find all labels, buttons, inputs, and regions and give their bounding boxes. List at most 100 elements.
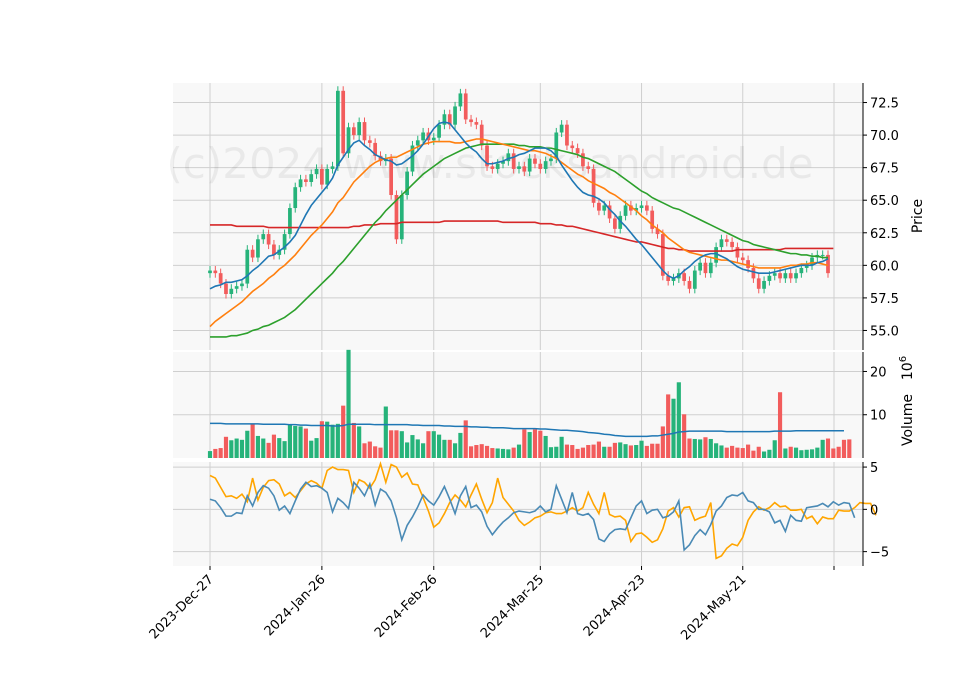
volume-bar — [591, 444, 596, 458]
y-tick-label: 60.0 — [870, 259, 899, 274]
volume-bar — [628, 445, 633, 458]
volume-bar — [703, 437, 708, 458]
candle-body — [644, 205, 649, 211]
candle-body — [469, 119, 473, 123]
volume-bar — [799, 450, 804, 458]
volume-bar — [229, 440, 234, 458]
volume-bar — [847, 439, 852, 458]
candle-body — [714, 247, 718, 263]
candle-body — [698, 262, 703, 271]
candle-body — [634, 208, 639, 211]
candle-body — [421, 132, 425, 141]
candle-body — [447, 114, 452, 125]
candle-body — [522, 166, 527, 172]
volume-bar — [586, 445, 591, 458]
grid-lines — [173, 83, 863, 566]
candle-body — [756, 278, 761, 289]
candle-body — [288, 208, 292, 235]
volume-bar — [831, 448, 836, 458]
candle-body — [629, 205, 633, 211]
y-tick-label: 0 — [870, 503, 878, 518]
volume-bar — [564, 444, 570, 458]
volume-exponent-base: 10 — [900, 362, 916, 380]
volume-bar — [809, 449, 815, 458]
candle-body — [735, 247, 740, 258]
candle-body — [549, 158, 553, 162]
volume-bar — [570, 445, 575, 458]
candle-body — [623, 205, 628, 216]
volume-bar — [676, 382, 681, 458]
macd-line — [209, 480, 856, 552]
volume-bar — [346, 349, 351, 458]
volume-bar — [239, 439, 245, 458]
volume-bar — [426, 431, 431, 458]
candle-body — [820, 254, 825, 256]
x-tick-label: 2024-Feb-26 — [372, 572, 441, 641]
price-y-ticks: 55.0 57.5 60.0 62.5 65.0 67.5 70.0 72.5 — [863, 97, 899, 339]
volume-bar — [522, 429, 527, 458]
volume-exponent-power: 6 — [898, 356, 909, 362]
volume-bar — [527, 432, 532, 458]
macd-y-ticks: −5 0 5 — [863, 461, 889, 561]
volume-bar — [500, 448, 506, 458]
volume-bar — [250, 423, 255, 458]
candle-body — [559, 124, 564, 133]
x-tick-label: 2024-May-21 — [678, 572, 749, 643]
candle-body — [794, 273, 798, 279]
volume-bar — [618, 442, 623, 458]
volume-bar — [692, 438, 697, 458]
candle-body — [256, 239, 260, 258]
volume-bar — [330, 424, 335, 458]
volume-bar — [751, 450, 756, 458]
candle-body — [453, 106, 457, 125]
candle-body — [314, 168, 319, 175]
volume-bar — [373, 446, 378, 458]
x-tick-label: 2024-Apr-23 — [581, 572, 648, 639]
candle-body — [325, 168, 330, 185]
volume-ma-line — [210, 422, 844, 438]
candle-body — [570, 145, 575, 149]
candle-body — [826, 254, 830, 274]
volume-bar — [788, 446, 793, 458]
candle-body — [399, 195, 404, 240]
volume-bar — [671, 398, 676, 458]
candle-body — [309, 174, 314, 182]
volume-bar — [777, 392, 783, 458]
y-tick-label: 65.0 — [870, 194, 899, 209]
y-tick-label: 57.5 — [870, 292, 899, 307]
volume-bar — [468, 446, 474, 458]
volume-axis-label: Volume — [900, 394, 916, 446]
candle-body — [767, 275, 772, 281]
candle-body — [272, 244, 276, 255]
candle-body — [431, 137, 436, 141]
volume-bar — [245, 430, 250, 458]
volume-bar — [708, 438, 713, 458]
volume-bar — [666, 394, 671, 458]
volume-bar — [538, 430, 543, 458]
ma-orange-line — [209, 138, 829, 328]
volume-bar — [644, 445, 649, 458]
candle-body — [740, 257, 745, 261]
volume-bar — [389, 430, 394, 458]
volume-bar — [234, 438, 239, 458]
y-tick-label: 55.0 — [870, 324, 899, 339]
volume-bar — [490, 448, 495, 458]
volume-bar — [836, 446, 841, 458]
volume-ma-line — [210, 422, 844, 438]
volume-bar — [575, 448, 580, 458]
volume-bar — [415, 439, 420, 458]
volume-bar — [612, 442, 617, 458]
x-tick-label: 2024-Jan-26 — [262, 572, 329, 639]
volume-bar — [772, 440, 777, 458]
volume-bar — [660, 426, 665, 458]
candle-body — [437, 124, 441, 138]
candle-body — [250, 249, 255, 258]
ma-green-line — [210, 143, 828, 338]
volume-bar — [437, 434, 442, 458]
volume-bar — [532, 429, 538, 458]
candle-body — [351, 127, 356, 136]
volume-bar — [804, 449, 809, 458]
volume-bar — [207, 451, 213, 458]
volume-bar — [271, 434, 277, 458]
macd-panel — [173, 462, 863, 566]
